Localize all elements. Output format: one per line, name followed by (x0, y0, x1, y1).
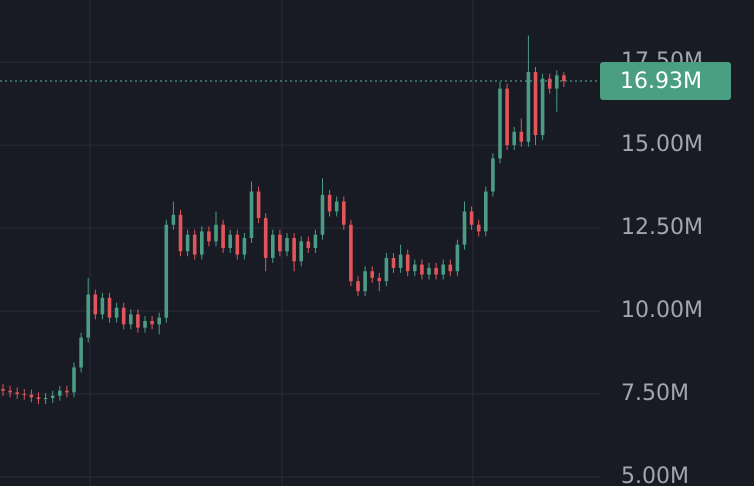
candle-body (221, 224, 225, 248)
candle-body (398, 254, 403, 268)
candle-body (512, 131, 516, 146)
candle-body (384, 257, 389, 282)
candle-body (164, 224, 169, 318)
candle-body (427, 267, 431, 275)
candle-body (519, 131, 524, 142)
candle-body (469, 211, 474, 225)
candle-body (249, 191, 254, 239)
candle-body (285, 238, 289, 252)
candle-body (263, 218, 268, 258)
candle-body (228, 234, 232, 248)
candle-body (235, 234, 240, 255)
candle-body (434, 267, 438, 275)
candle-body (36, 397, 41, 400)
candle-body (505, 88, 509, 146)
price-label-bg (600, 62, 731, 100)
y-tick-label: 10.00M (621, 298, 703, 323)
candle-body (320, 194, 325, 235)
candle-body (178, 214, 183, 252)
candle-body (342, 201, 346, 225)
candle-body (271, 234, 275, 258)
candle-body (29, 394, 34, 398)
candle-body (334, 201, 339, 212)
candle-body (327, 194, 332, 212)
candle-body (413, 264, 417, 272)
y-tick-label: 7.50M (621, 381, 689, 406)
candle-body (377, 277, 382, 282)
candle-body (50, 395, 55, 399)
candle-body (185, 234, 190, 252)
candle-body (129, 314, 133, 325)
candle-body (65, 390, 69, 393)
candle-body (484, 191, 488, 232)
candle-body (100, 297, 105, 315)
candle-body (313, 234, 318, 248)
candle-body (349, 224, 353, 282)
candle-body (8, 390, 12, 393)
candle-body (256, 191, 261, 219)
candle-body (356, 281, 360, 292)
candle-body (171, 214, 176, 225)
candle-body (547, 78, 552, 89)
y-tick-label: 5.00M (621, 464, 689, 486)
candle-body (79, 337, 83, 368)
candle-body (143, 321, 147, 328)
candle-body (363, 271, 367, 292)
candle-body (93, 294, 98, 315)
candle-body (192, 234, 197, 255)
candle-body (107, 297, 112, 318)
candle-body (72, 367, 76, 393)
candle-body (200, 231, 204, 255)
candle-body (420, 264, 424, 275)
candle-body (498, 88, 502, 159)
y-tick-label: 12.50M (621, 215, 703, 240)
candle-body (306, 241, 311, 248)
candle-body (242, 238, 247, 255)
candle-body (157, 317, 161, 325)
candle-body (136, 314, 140, 328)
candle-body (299, 241, 303, 262)
candle-body (441, 264, 445, 275)
candle-body (58, 390, 62, 396)
y-tick-label: 15.00M (621, 132, 703, 157)
candle-body (370, 271, 374, 278)
candle-body (533, 72, 538, 136)
candle-body (526, 72, 531, 142)
candle-body (22, 394, 27, 396)
candle-body (207, 231, 211, 242)
candle-body (121, 307, 126, 325)
candle-body (476, 224, 481, 232)
candle-body (292, 238, 296, 262)
candle-body (455, 244, 460, 272)
candle-body (114, 307, 119, 318)
candle-body (1, 389, 5, 391)
candle-body (462, 211, 467, 245)
candle-body (150, 321, 154, 325)
price-label: 16.93M (620, 69, 702, 94)
candle-body (448, 264, 453, 272)
candle-body (15, 392, 19, 395)
candle-body (491, 158, 495, 192)
candle-body (278, 234, 282, 252)
candle-body (43, 398, 48, 400)
candle-body (405, 254, 410, 272)
candle-body (86, 294, 90, 338)
candle-body (391, 257, 396, 268)
candle-body (540, 78, 545, 136)
candle-body (214, 224, 218, 242)
candle-body (555, 75, 559, 89)
candle-body (562, 75, 566, 81)
